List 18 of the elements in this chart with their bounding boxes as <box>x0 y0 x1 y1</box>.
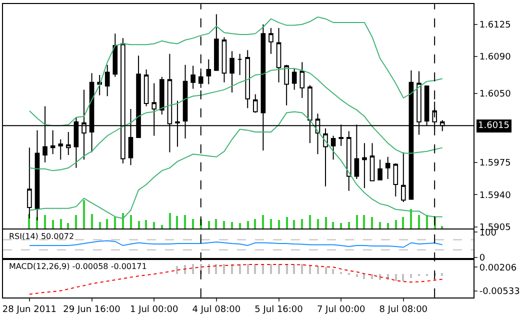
x-tick-label: 4 Jul 08:00 <box>192 305 241 316</box>
y-tick-label: 0 <box>479 254 486 264</box>
x-tick-label: 5 Jul 16:00 <box>254 305 304 316</box>
x-tick-label: 29 Jun 16:00 <box>63 305 121 316</box>
x-tick-label: 7 Jul 00:00 <box>316 305 366 316</box>
ref-line-label: 1.6015 <box>478 121 510 131</box>
x-tick-label: 1 Jul 00:00 <box>130 305 178 316</box>
y-tick-label: 0.00206 <box>479 263 517 274</box>
chart-title: MACD(12,26,9) -0.00058 -0.00171 <box>9 262 147 271</box>
y-tick-label: 1.6090 <box>479 52 512 63</box>
chart-title: RSI(14) 50.0072 <box>9 232 74 241</box>
x-tick-label: 28 Jun 2011 <box>2 305 57 316</box>
x-tick-label: 8 Jul 08:00 <box>379 305 428 316</box>
y-tick-label: 1.5975 <box>479 158 511 169</box>
y-tick-label: 1.5940 <box>479 190 512 201</box>
y-tick-label: 1.6050 <box>479 90 512 100</box>
y-tick-label: -0.00533 <box>479 286 520 297</box>
y-tick-label: 1.6125 <box>479 20 511 31</box>
